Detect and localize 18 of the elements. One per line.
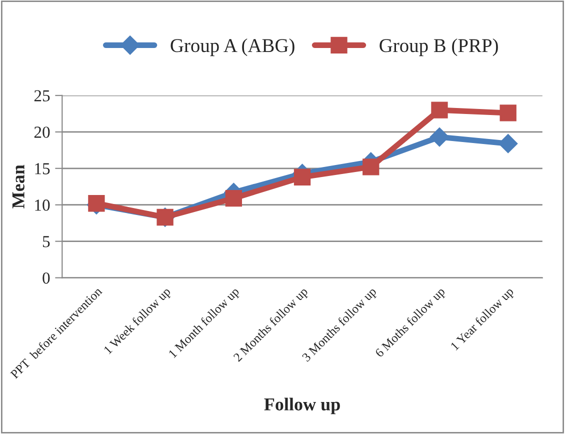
y-axis-title: Mean — [12, 164, 24, 208]
y-tick-label: 25 — [34, 90, 50, 102]
point — [431, 102, 448, 118]
y-tick-label: 20 — [34, 126, 50, 138]
point — [362, 158, 380, 176]
y-tick-label: 15 — [35, 163, 50, 174]
point — [225, 190, 242, 207]
y-tick-label: 10 — [35, 200, 50, 211]
x-axis-title: Follow up — [264, 398, 340, 414]
point — [430, 128, 450, 147]
y-tick-label: 0 — [42, 272, 50, 284]
point — [88, 195, 105, 212]
legend-label: Group A (ABG) — [170, 38, 294, 56]
point — [498, 134, 518, 154]
point — [500, 104, 516, 122]
y-tick-label: 5 — [42, 236, 50, 248]
point — [294, 168, 311, 186]
legend-label: Group B (PRP) — [380, 38, 498, 56]
